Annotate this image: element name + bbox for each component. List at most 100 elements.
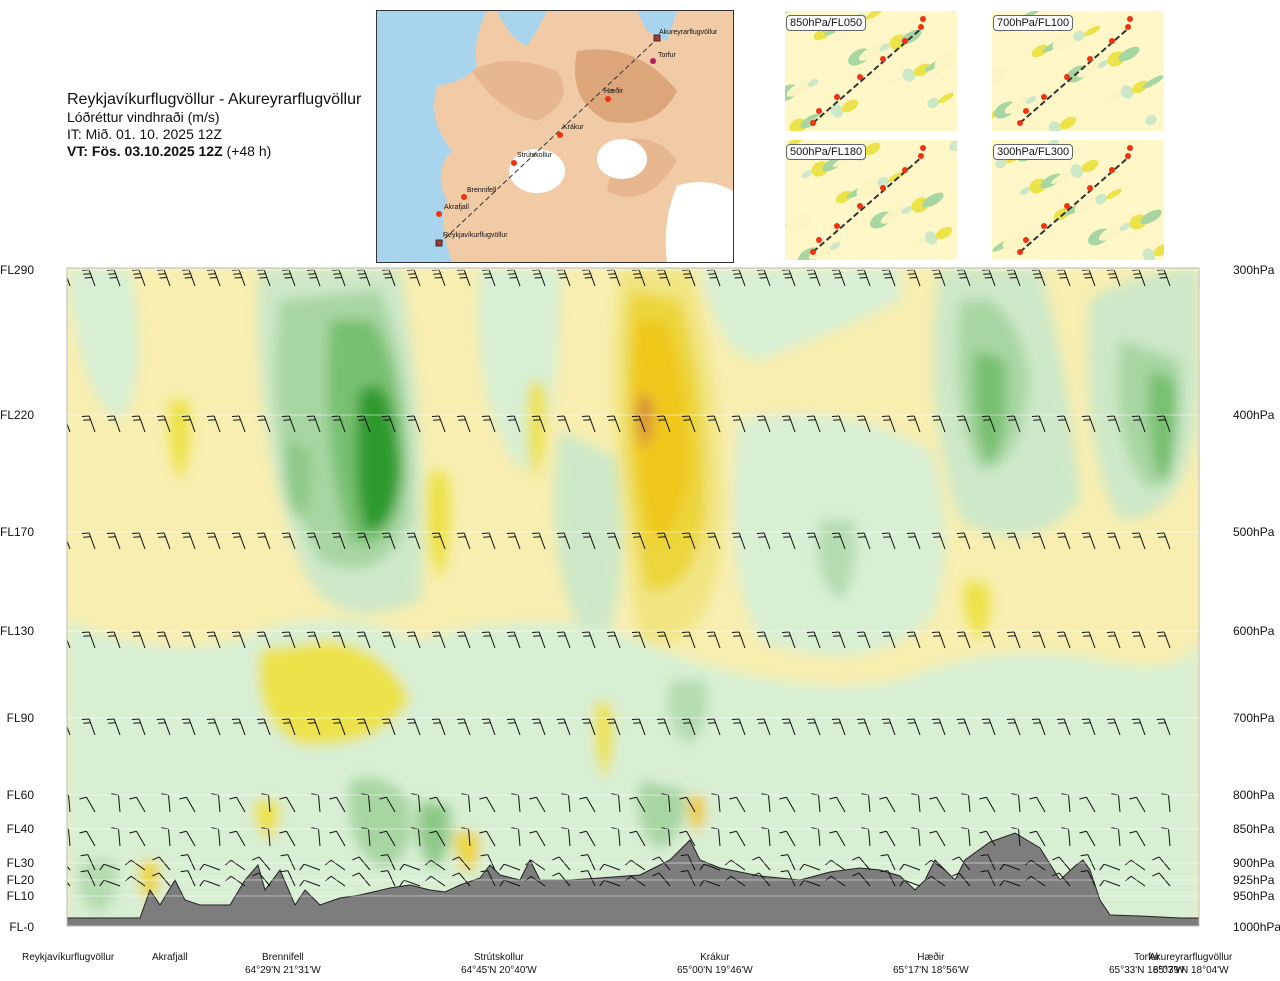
route-line bbox=[438, 38, 658, 245]
downdraft-region bbox=[258, 640, 410, 746]
wind-barb bbox=[79, 796, 96, 813]
wind-barb bbox=[99, 863, 121, 871]
wind-barb bbox=[1006, 532, 1021, 550]
mini-map-blob bbox=[877, 176, 889, 188]
wind-barb bbox=[679, 830, 696, 847]
wind-barb bbox=[799, 863, 821, 871]
wind-barb bbox=[252, 872, 271, 887]
mini-map-blob bbox=[788, 140, 804, 147]
wind-barb bbox=[1029, 830, 1046, 847]
wind-barb bbox=[1031, 631, 1046, 649]
waypoint-strutskollur: Strútskollur 64°45'N 20°40'W bbox=[461, 951, 537, 977]
wind-barb bbox=[906, 631, 921, 649]
wind-barb bbox=[1056, 532, 1071, 550]
mini-map-blob bbox=[1004, 96, 1032, 114]
waypoint-akrafjall: Akrafjall bbox=[152, 951, 188, 964]
wind-barb bbox=[879, 796, 896, 813]
updraft-region bbox=[417, 800, 451, 870]
map-label-haedir: Hæðir bbox=[604, 88, 624, 95]
wind-barb bbox=[1052, 872, 1071, 887]
mini-map-blob bbox=[1106, 188, 1122, 200]
wind-barb bbox=[81, 631, 96, 649]
wind-barb bbox=[331, 631, 346, 649]
wind-barb bbox=[906, 718, 921, 736]
mini-map-blob bbox=[1153, 243, 1164, 257]
mini-map-blob bbox=[807, 79, 819, 87]
wind-barb bbox=[999, 879, 1021, 887]
waypoint-name: Brennifell bbox=[262, 952, 304, 963]
mini-map-waypoint bbox=[918, 153, 924, 159]
wind-barb bbox=[131, 631, 146, 649]
wind-barb bbox=[67, 856, 71, 871]
mini-map-blob bbox=[863, 142, 881, 156]
wind-barb bbox=[380, 870, 396, 887]
mini-map-waypoint bbox=[902, 167, 908, 173]
wind-barb bbox=[356, 718, 371, 736]
wind-barb bbox=[531, 532, 546, 550]
wind-barb bbox=[256, 631, 271, 649]
waypoint-name: Strútskollur bbox=[473, 952, 524, 963]
wind-barb bbox=[431, 631, 446, 649]
fl-label: FL290 bbox=[0, 263, 35, 277]
wind-barb bbox=[81, 718, 96, 736]
mini-map-waypoint bbox=[1127, 145, 1133, 151]
updraft-region bbox=[554, 430, 622, 650]
wind-barb bbox=[356, 415, 371, 433]
wind-barb bbox=[452, 872, 471, 887]
wind-barb bbox=[506, 631, 521, 649]
waypoint-name: Hæðir bbox=[917, 952, 945, 963]
mini-map-blob bbox=[1031, 44, 1049, 58]
wind-barb bbox=[352, 872, 371, 887]
wind-barb bbox=[599, 863, 621, 871]
mini-map-blob bbox=[1053, 207, 1071, 221]
pressure-label: 500hPa bbox=[1233, 525, 1275, 539]
wind-barb bbox=[380, 854, 396, 871]
downdraft-core bbox=[632, 320, 690, 540]
waypoint-coord: 65°17'N 18°56'W bbox=[893, 965, 969, 976]
mini-map-blob bbox=[841, 99, 859, 113]
wind-barb bbox=[780, 854, 796, 871]
wind-barb bbox=[356, 631, 371, 649]
wind-barb bbox=[80, 870, 96, 887]
mini-map-blob bbox=[1019, 187, 1031, 195]
wind-barb bbox=[499, 879, 521, 887]
waypoint-coord: 65°00'N 19°46'W bbox=[677, 965, 753, 976]
wind-barb bbox=[829, 796, 846, 813]
wind-barb bbox=[1056, 631, 1071, 649]
wind-barb bbox=[356, 532, 371, 550]
wind-barb bbox=[1006, 718, 1021, 736]
wind-barb bbox=[279, 830, 296, 847]
wind-barb bbox=[231, 532, 246, 550]
wind-barb bbox=[379, 796, 396, 813]
wind-barb bbox=[180, 870, 196, 887]
mini-map-blob bbox=[1095, 193, 1107, 205]
wind-barb bbox=[1106, 532, 1121, 550]
mini-map-blob bbox=[949, 140, 957, 152]
wind-barb bbox=[681, 631, 696, 649]
wind-barb bbox=[106, 532, 121, 550]
wind-barb bbox=[231, 415, 246, 433]
wind-barb bbox=[831, 532, 846, 550]
wind-barb bbox=[879, 830, 896, 847]
waypoint-krakur: Krákur 65°00'N 19°46'W bbox=[677, 951, 753, 977]
waypoint-haedir: Hæðir 65°17'N 18°56'W bbox=[893, 951, 969, 977]
wind-barb bbox=[1079, 830, 1096, 847]
fl-label: FL130 bbox=[0, 624, 35, 638]
wind-barb bbox=[579, 796, 596, 813]
wind-barb bbox=[599, 879, 621, 887]
fl-label: FL20 bbox=[6, 873, 34, 887]
route-map-svg bbox=[377, 11, 733, 262]
waypoint-name: Akrafjall bbox=[152, 952, 188, 963]
mini-map-blob bbox=[1097, 60, 1109, 68]
mini-map-blob bbox=[1002, 230, 1030, 250]
wind-barb bbox=[431, 532, 446, 550]
wind-barb bbox=[79, 830, 96, 847]
mini-map-waypoint bbox=[834, 94, 840, 100]
route-map: Akureyrarflugvöllur Torfur Hæðir Krákur … bbox=[376, 10, 734, 263]
wind-barb bbox=[199, 879, 221, 887]
mini-map-waypoint bbox=[810, 249, 816, 255]
updraft-region bbox=[77, 860, 118, 915]
downdraft-region bbox=[454, 830, 481, 875]
wind-barb bbox=[681, 532, 696, 550]
wind-barb bbox=[731, 415, 746, 433]
